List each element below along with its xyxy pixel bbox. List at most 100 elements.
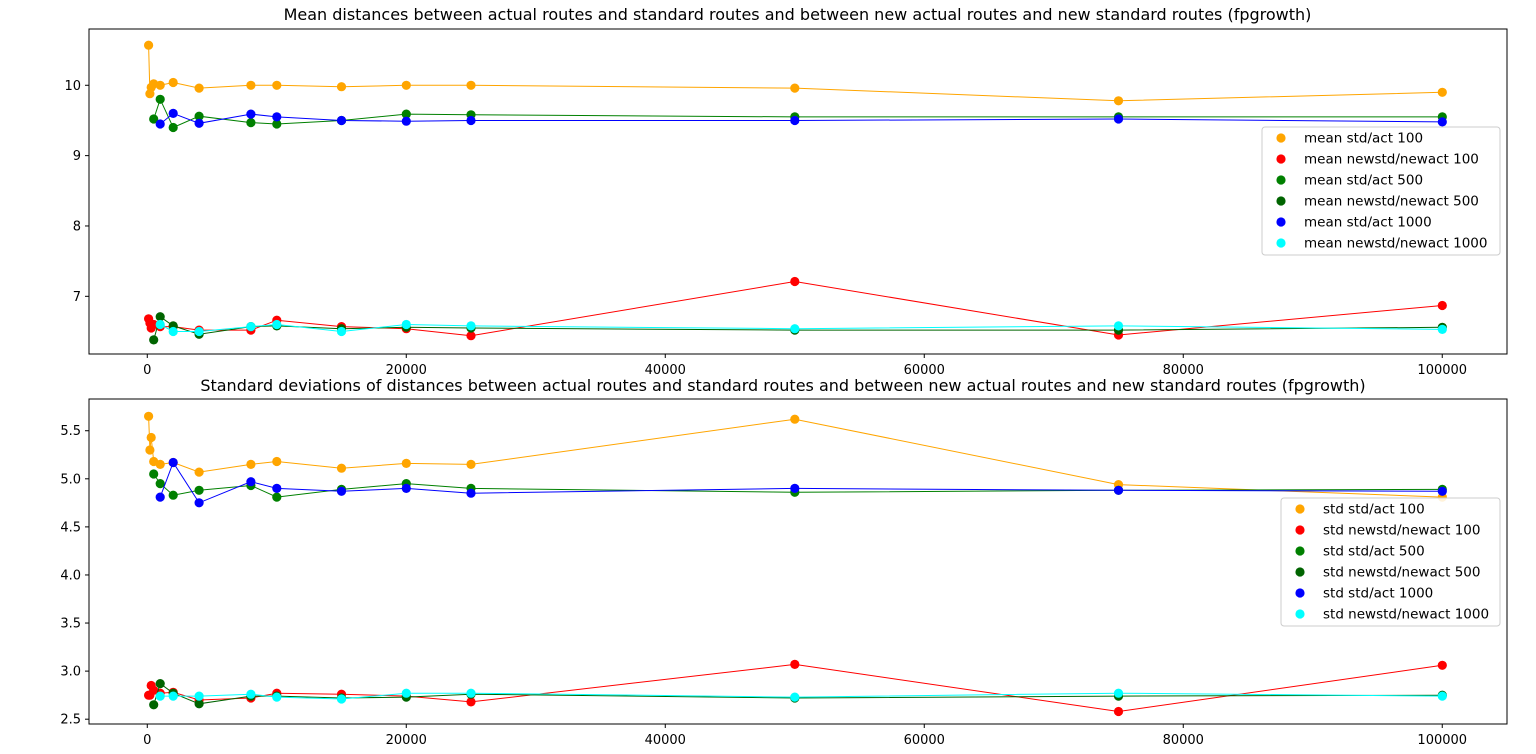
data-point-top-2-8 xyxy=(272,119,282,129)
legend-label-top-3: mean newstd/newact 500 xyxy=(1304,194,1479,210)
data-point-bottom-0-0 xyxy=(144,411,154,421)
legend-marker-bottom-4 xyxy=(1295,588,1305,598)
data-point-bottom-5-9 xyxy=(336,694,347,704)
data-point-top-2-10 xyxy=(401,109,411,119)
data-point-bottom-4-8 xyxy=(272,483,282,493)
data-point-top-4-9 xyxy=(336,115,347,126)
data-point-bottom-4-13 xyxy=(1113,485,1124,495)
data-point-top-5-8 xyxy=(272,319,282,330)
data-point-bottom-5-13 xyxy=(1113,688,1124,698)
data-point-top-5-11 xyxy=(466,321,476,331)
data-point-bottom-4-12 xyxy=(790,483,800,493)
data-point-top-5-13 xyxy=(1113,321,1124,331)
legend-label-bottom-4: std std/act 1000 xyxy=(1323,586,1433,602)
data-point-top-5-5 xyxy=(168,326,178,337)
data-point-top-4-10 xyxy=(401,116,411,126)
data-point-bottom-0-2 xyxy=(146,432,156,443)
legend-bottom: std std/act 100 std newstd/newact 100 std … xyxy=(1280,497,1501,627)
data-point-bottom-4-9 xyxy=(336,486,347,496)
data-point-bottom-0-1 xyxy=(145,445,155,455)
data-point-top-5-10 xyxy=(401,319,411,330)
data-point-top-3-3 xyxy=(149,335,159,345)
data-point-bottom-2-6 xyxy=(194,485,204,495)
axes-frame-top xyxy=(88,28,1508,355)
data-point-bottom-2-4 xyxy=(155,479,165,489)
data-point-bottom-5-6 xyxy=(194,691,204,701)
data-point-top-0-5 xyxy=(168,77,178,88)
data-point-bottom-4-5 xyxy=(168,457,178,468)
chart-top: Mean distances between actual routes and… xyxy=(64,5,1508,378)
data-point-top-0-13 xyxy=(1113,96,1124,106)
data-point-top-2-5 xyxy=(168,122,178,133)
data-point-top-0-9 xyxy=(336,82,347,92)
legend-label-top-1: mean newstd/newact 100 xyxy=(1304,152,1479,168)
legend-label-bottom-5: std newstd/newact 1000 xyxy=(1323,607,1489,623)
data-point-bottom-2-8 xyxy=(272,492,282,502)
x-tick-label-bottom-3: 60000 xyxy=(904,733,945,748)
y-tick-label-bottom-3: 4.0 xyxy=(60,568,81,583)
data-point-top-5-9 xyxy=(336,326,347,337)
data-point-bottom-5-12 xyxy=(790,692,800,702)
data-point-bottom-0-11 xyxy=(466,459,476,469)
data-point-top-2-7 xyxy=(246,118,256,128)
data-point-top-2-3 xyxy=(149,114,159,124)
legend-label-bottom-2: std std/act 500 xyxy=(1323,544,1425,560)
y-tick-label-bottom-6: 5.5 xyxy=(60,424,81,439)
series-line-bottom-4 xyxy=(159,461,1443,504)
legend-label-bottom-3: std newstd/newact 500 xyxy=(1323,565,1481,581)
legend-marker-bottom-3 xyxy=(1295,567,1305,577)
data-point-top-2-4 xyxy=(155,94,165,104)
data-point-top-5-12 xyxy=(790,324,800,334)
data-point-top-0-11 xyxy=(466,80,476,90)
legend-label-top-2: mean std/act 500 xyxy=(1304,173,1423,189)
legend-marker-top-1 xyxy=(1276,154,1286,164)
x-tick-label-top-3: 60000 xyxy=(904,363,945,378)
data-point-top-1-12 xyxy=(790,276,800,287)
x-tick-label-top-0: 0 xyxy=(143,363,151,378)
legend-marker-top-3 xyxy=(1276,196,1286,206)
data-point-bottom-4-7 xyxy=(246,477,256,487)
data-point-top-0-7 xyxy=(246,80,256,90)
legend-marker-bottom-0 xyxy=(1295,504,1305,514)
series-line-bottom-1 xyxy=(148,663,1443,713)
y-tick-label-bottom-0: 2.5 xyxy=(60,713,81,728)
data-point-top-4-4 xyxy=(155,119,165,129)
legend-label-bottom-0: std std/act 100 xyxy=(1323,502,1425,518)
legend-label-top-0: mean std/act 100 xyxy=(1304,131,1423,147)
data-point-bottom-0-12 xyxy=(790,414,800,424)
data-point-top-0-14 xyxy=(1437,87,1447,97)
legend-marker-top-0 xyxy=(1276,133,1286,143)
x-tick-label-bottom-0: 0 xyxy=(143,733,151,748)
data-point-top-4-14 xyxy=(1437,117,1447,127)
data-point-bottom-0-6 xyxy=(194,467,204,477)
data-point-bottom-3-6 xyxy=(194,699,204,709)
legend-box-bottom xyxy=(1280,497,1501,627)
data-point-bottom-2-5 xyxy=(168,490,178,500)
data-point-bottom-0-9 xyxy=(336,463,347,473)
y-tick-label-bottom-2: 3.5 xyxy=(60,617,81,632)
data-point-top-1-11 xyxy=(466,331,476,341)
data-point-bottom-1-12 xyxy=(790,659,800,670)
data-point-bottom-0-10 xyxy=(401,458,411,468)
data-point-top-0-10 xyxy=(401,80,411,90)
legend-marker-top-4 xyxy=(1276,217,1286,227)
x-tick-label-top-5: 100000 xyxy=(1417,363,1467,378)
legend-marker-top-5 xyxy=(1276,238,1286,248)
y-tick-label-bottom-4: 4.5 xyxy=(60,520,81,535)
y-tick-label-bottom-5: 5.0 xyxy=(60,472,81,487)
legend-marker-bottom-1 xyxy=(1295,525,1305,535)
data-point-bottom-3-4 xyxy=(155,679,165,689)
data-point-bottom-4-6 xyxy=(194,498,204,508)
data-point-bottom-1-14 xyxy=(1437,660,1447,670)
chart-title-bottom: Standard deviations of distances between… xyxy=(200,376,1365,395)
series-line-top-2 xyxy=(153,97,1443,129)
data-point-top-2-6 xyxy=(194,111,204,121)
data-point-top-1-14 xyxy=(1437,300,1447,311)
x-tick-label-bottom-1: 20000 xyxy=(386,733,427,748)
data-point-bottom-5-14 xyxy=(1437,691,1447,701)
legend-marker-bottom-2 xyxy=(1295,546,1305,556)
legend-marker-bottom-5 xyxy=(1295,609,1305,619)
series-line-top-4 xyxy=(159,112,1443,125)
chart-title-top: Mean distances between actual routes and… xyxy=(284,5,1312,24)
data-point-top-0-8 xyxy=(272,80,282,90)
